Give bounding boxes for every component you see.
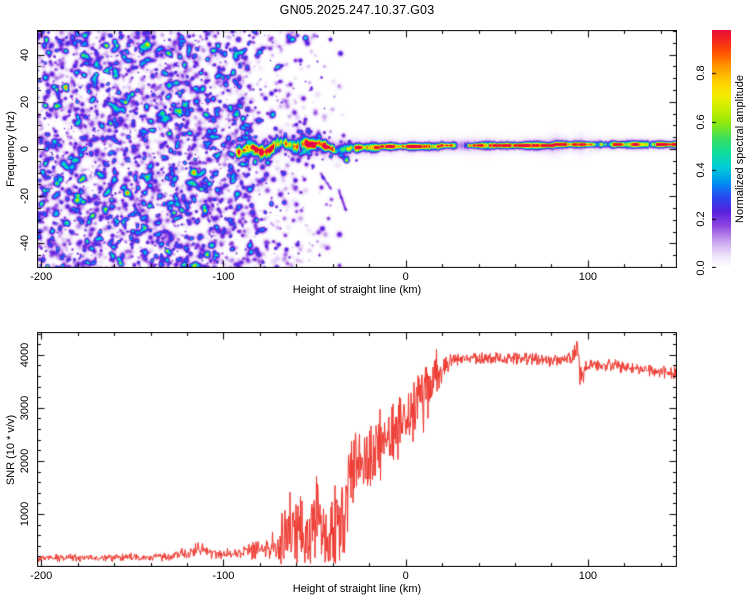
tick-label: 1000 [19,501,31,527]
tick-label: -200 [30,570,53,582]
tick-label: 2000 [19,448,31,474]
tick-label: 0.6 [695,113,707,130]
spectrogram-y-axis-label: Frequency (Hz) [5,111,17,187]
tick-label: 100 [578,271,598,283]
chart-title: GN05.2025.247.10.37.G03 [279,3,435,17]
tick-label: 0.0 [695,260,707,276]
snr-x-axis-label: Height of straight line (km) [292,583,422,595]
tick-label: 0.2 [695,211,707,227]
spectrogram-x-axis-label: Height of straight line (km) [292,284,422,296]
spectrogram-canvas [37,30,677,268]
tick-label: 100 [578,570,598,582]
tick-label: 20 [19,95,31,108]
tick-label: 3000 [19,395,31,421]
tick-label: 0.4 [695,162,707,178]
tick-label: -40 [19,235,31,252]
tick-label: -100 [212,271,235,283]
tick-label: 0 [19,145,31,153]
snr-canvas [37,332,677,567]
tick-label: 4000 [19,342,31,368]
tick-label: 40 [19,48,31,61]
colorbar [712,30,731,268]
tick-label: -200 [30,271,53,283]
colorbar-label: Normalized spectral amplitude [734,75,746,223]
tick-label: 0.8 [695,65,707,81]
snr-y-axis-label: SNR (10 * v/v) [5,414,17,485]
tick-label: 0 [402,570,409,582]
tick-label: 0 [402,271,409,283]
tick-label: -100 [212,570,235,582]
tick-label: -20 [19,188,31,205]
